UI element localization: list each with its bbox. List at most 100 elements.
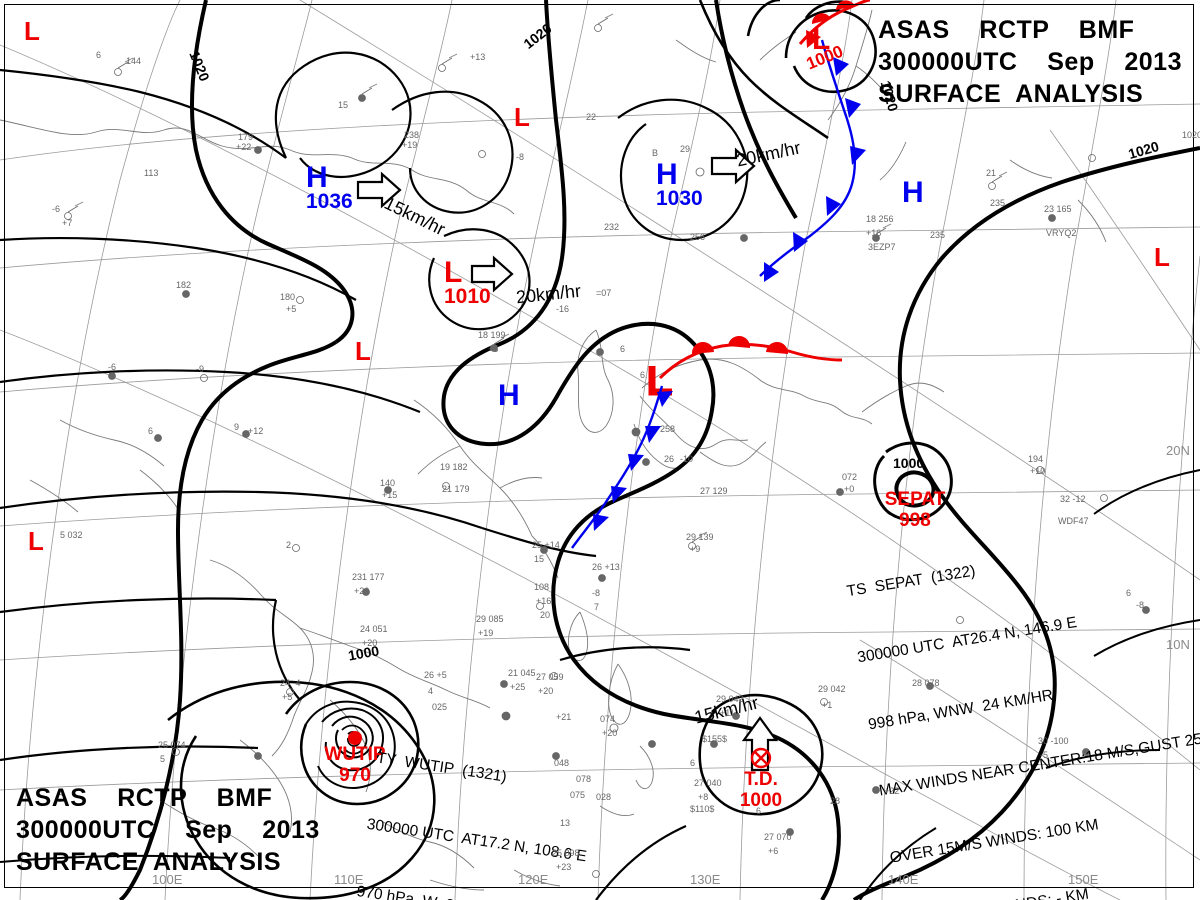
svg-text:20: 20 xyxy=(540,610,550,620)
low-center-midleft[interactable]: L xyxy=(355,338,371,364)
sepat-name: SEPAT xyxy=(884,489,946,510)
svg-text:+20: +20 xyxy=(362,638,377,648)
header-line-1: ASAS RCTP BMF xyxy=(878,16,1135,44)
svg-text:+22: +22 xyxy=(884,786,899,796)
svg-text:258: 258 xyxy=(660,424,675,434)
svg-text:15: 15 xyxy=(534,554,544,564)
lat-label-20n: 20N xyxy=(1166,443,1190,458)
header-title-block: ASAS RCTP BMF 300000UTC Sep 2013 SURFACE… xyxy=(878,14,1182,110)
svg-text:28: 28 xyxy=(830,796,840,806)
lat-label-10n: 10N xyxy=(1166,637,1190,652)
svg-text:+1: +1 xyxy=(822,700,832,710)
svg-text:+9: +9 xyxy=(690,544,700,554)
low-glyph: L xyxy=(355,336,371,366)
svg-text:6: 6 xyxy=(96,50,101,60)
svg-text:29 042: 29 042 xyxy=(716,694,744,704)
svg-text:VRYQ2: VRYQ2 xyxy=(1046,228,1076,238)
svg-text:-8: -8 xyxy=(1136,600,1144,610)
low-glyph: L xyxy=(28,526,44,556)
svg-text:22: 22 xyxy=(586,112,596,122)
svg-text:6: 6 xyxy=(620,344,625,354)
footer-title-block: ASAS RCTP BMF 300000UTC Sep 2013 SURFACE… xyxy=(16,782,320,878)
svg-text:-6: -6 xyxy=(52,204,60,214)
low-glyph: L xyxy=(1154,242,1170,272)
svg-text:29: 29 xyxy=(680,144,690,154)
svg-text:+21: +21 xyxy=(556,712,571,722)
svg-text:19 182: 19 182 xyxy=(440,462,468,472)
isobar-label-1000-sepat: 1000 xyxy=(893,455,925,471)
svg-text:24 051: 24 051 xyxy=(360,624,388,634)
motion-arrow-central-high xyxy=(710,147,756,185)
high-center-central[interactable]: H 1030 xyxy=(656,160,703,210)
svg-text:27 040: 27 040 xyxy=(694,778,722,788)
svg-text:+5: +5 xyxy=(282,692,292,702)
svg-text:27 059: 27 059 xyxy=(536,672,564,682)
wutip-center-dot xyxy=(348,731,362,745)
lon-label-120e: 120E xyxy=(518,872,549,887)
svg-text:29 085: 29 085 xyxy=(476,614,504,624)
svg-text:21 179: 21 179 xyxy=(442,484,470,494)
svg-text:9: 9 xyxy=(234,422,239,432)
svg-text:29 042: 29 042 xyxy=(818,684,846,694)
low-glyph: L xyxy=(514,102,530,132)
svg-text:+6: +6 xyxy=(768,846,778,856)
lon-label-100e: 100E xyxy=(152,872,183,887)
high-value: 1036 xyxy=(306,190,353,213)
svg-text:+10: +10 xyxy=(1030,466,1045,476)
low-glyph: L xyxy=(24,16,40,46)
lon-label-150e: 150E xyxy=(1068,872,1099,887)
svg-text:B: B xyxy=(652,148,658,158)
wutip-pressure: 970 xyxy=(339,764,371,786)
svg-text:235: 235 xyxy=(930,230,945,240)
sepat-label[interactable]: SEPAT 998 xyxy=(865,489,965,531)
svg-text:182: 182 xyxy=(176,280,191,290)
low-center-rightedge[interactable]: L xyxy=(1154,244,1170,270)
low-center-topmid[interactable]: L xyxy=(514,104,530,130)
motion-arrow-west-low xyxy=(470,255,514,293)
svg-text:+5: +5 xyxy=(488,344,498,354)
svg-text:25 +14: 25 +14 xyxy=(532,540,560,550)
high-center-ne[interactable]: H xyxy=(902,178,924,208)
svg-text:27 070: 27 070 xyxy=(764,832,792,842)
warm-front-japan xyxy=(658,335,843,380)
svg-text:256: 256 xyxy=(690,232,705,242)
svg-text:+15: +15 xyxy=(382,490,397,500)
high-center-nw[interactable]: H 1036 xyxy=(306,163,353,213)
low-glyph: L xyxy=(444,256,463,289)
svg-text:+20: +20 xyxy=(602,728,617,738)
svg-text:21 045: 21 045 xyxy=(508,668,536,678)
svg-text:15: 15 xyxy=(338,100,348,110)
low-glyph: L xyxy=(812,23,831,56)
high-glyph: H xyxy=(498,379,520,412)
svg-text:194: 194 xyxy=(1028,454,1043,464)
wutip-label[interactable]: WUTIP 970 xyxy=(305,744,405,786)
footer-line-3: SURFACE ANALYSIS xyxy=(16,848,282,876)
header-line-2: 300000UTC Sep 2013 xyxy=(878,48,1182,76)
svg-text:4: 4 xyxy=(428,686,433,696)
svg-text:2: 2 xyxy=(286,540,291,550)
svg-text:29 139: 29 139 xyxy=(686,532,714,542)
td-label[interactable]: T.D. 1000 xyxy=(713,769,809,811)
low-center-topleft[interactable]: L xyxy=(24,18,40,44)
high-center-west[interactable]: H xyxy=(498,381,520,411)
svg-text:108: 108 xyxy=(534,582,549,592)
svg-text:32 -12: 32 -12 xyxy=(1060,494,1086,504)
svg-text:140: 140 xyxy=(380,478,395,488)
svg-text:28 078: 28 078 xyxy=(912,678,940,688)
low-center-north[interactable]: L xyxy=(812,25,830,55)
svg-text:26: 26 xyxy=(664,454,674,464)
low-center-leftedge[interactable]: L xyxy=(28,528,44,554)
svg-text:074: 074 xyxy=(600,714,615,724)
svg-text:078: 078 xyxy=(576,774,591,784)
svg-text:179: 179 xyxy=(238,132,253,142)
low-center-west[interactable]: L 1010 xyxy=(444,256,491,308)
svg-text:WDF47: WDF47 xyxy=(1058,516,1089,526)
svg-text:+11: +11 xyxy=(720,708,735,718)
cold-front-japan xyxy=(571,385,673,549)
svg-text:13: 13 xyxy=(560,818,570,828)
svg-text:+12: +12 xyxy=(248,426,263,436)
